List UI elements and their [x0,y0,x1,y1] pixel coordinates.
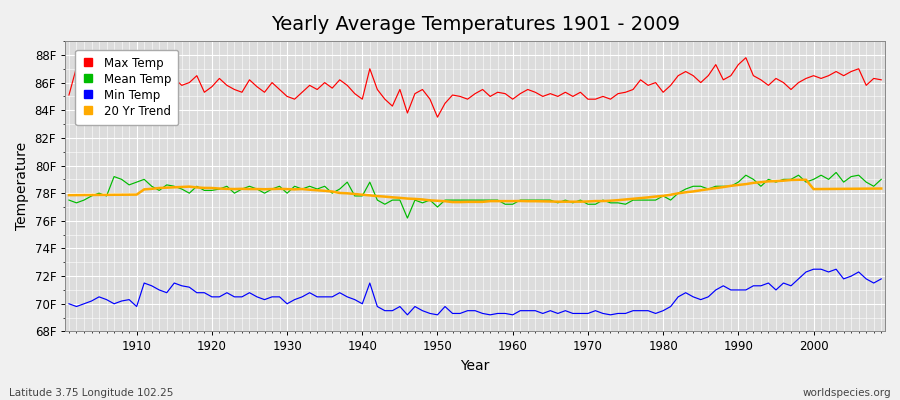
Legend: Max Temp, Mean Temp, Min Temp, 20 Yr Trend: Max Temp, Mean Temp, Min Temp, 20 Yr Tre… [76,50,178,125]
X-axis label: Year: Year [461,359,490,373]
Text: Latitude 3.75 Longitude 102.25: Latitude 3.75 Longitude 102.25 [9,388,174,398]
Y-axis label: Temperature: Temperature [15,142,29,230]
Title: Yearly Average Temperatures 1901 - 2009: Yearly Average Temperatures 1901 - 2009 [271,15,680,34]
Text: worldspecies.org: worldspecies.org [803,388,891,398]
